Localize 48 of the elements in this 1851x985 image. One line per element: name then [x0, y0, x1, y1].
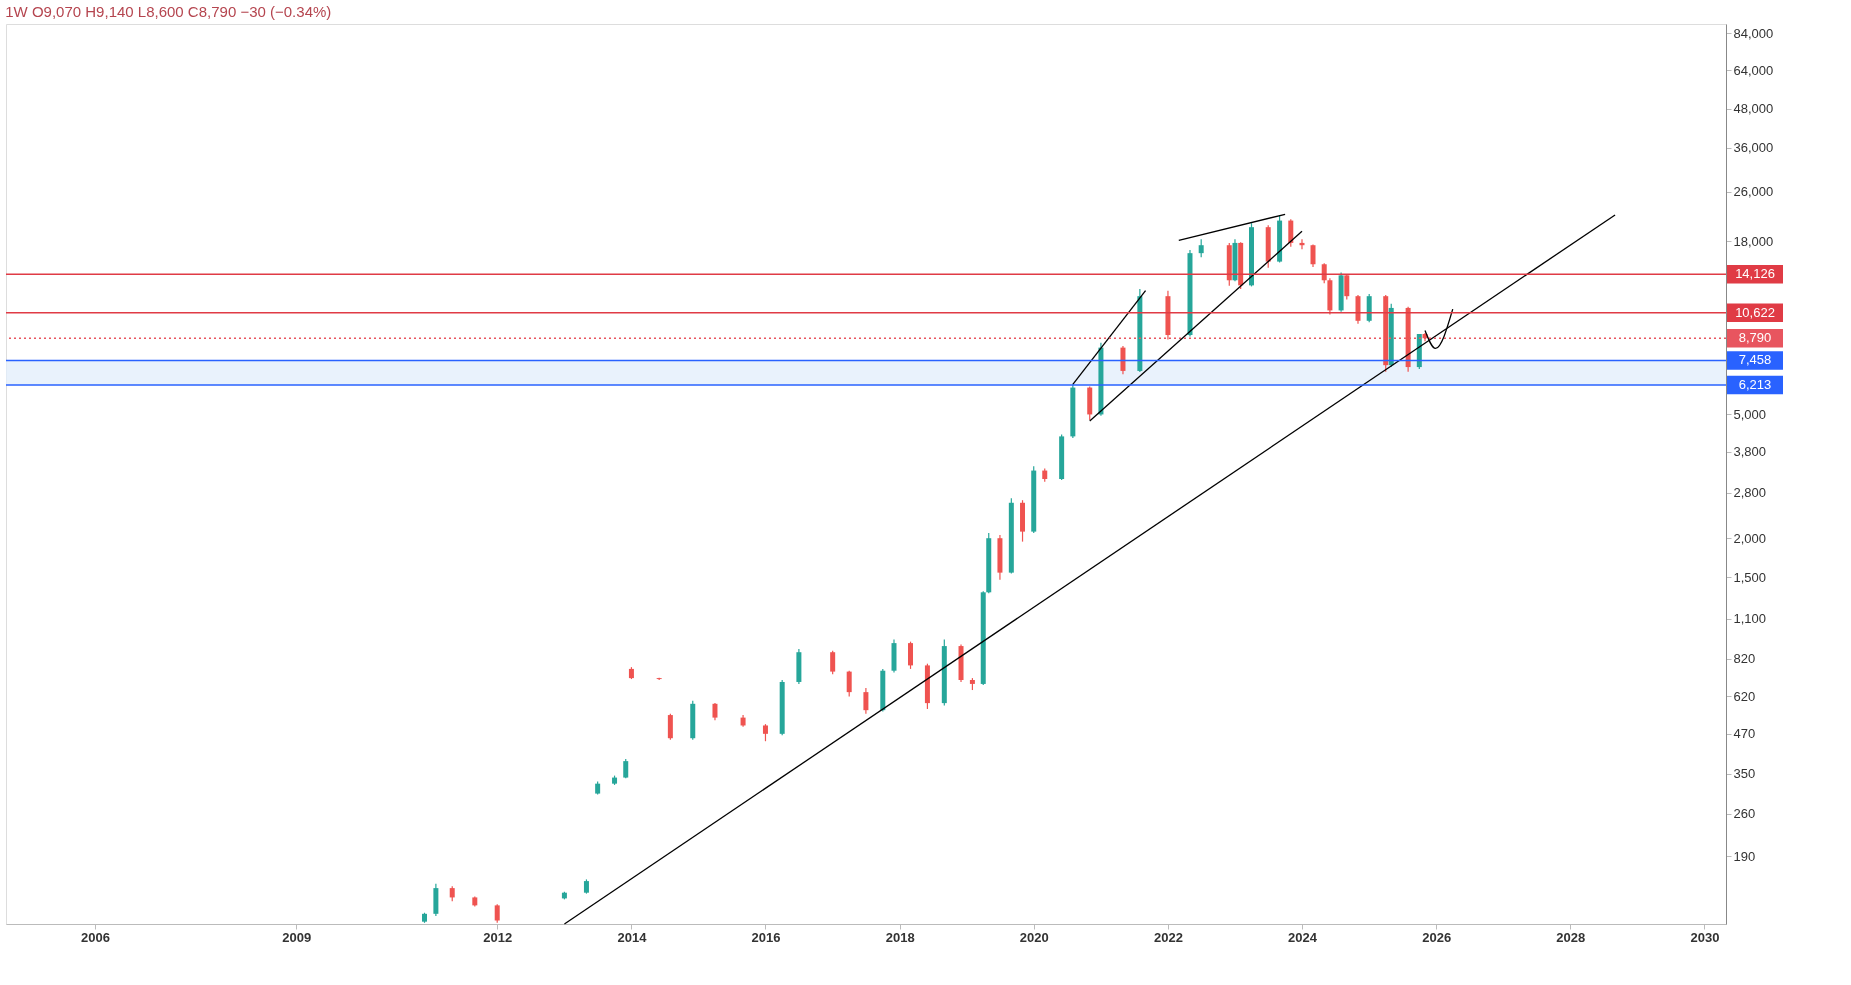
candlestick [1198, 238, 1204, 258]
x-tick-label: 2006 [80, 929, 110, 945]
y-tick-label: 1,100 [1733, 611, 1767, 627]
ref-line-label: 7,458 [1738, 352, 1772, 368]
candlestick [908, 641, 914, 670]
candlestick [846, 670, 852, 698]
ref-line-label: 14,126 [1735, 266, 1775, 282]
x-tick-label: 2024 [1288, 929, 1318, 945]
y-tick-label: 1,500 [1733, 569, 1767, 585]
x-tick-label: 2009 [282, 929, 312, 945]
candlestick [1288, 218, 1294, 248]
y-tick-label: 350 [1733, 766, 1756, 782]
x-tick-label: 2026 [1422, 929, 1452, 945]
ref-line-label: 10,622 [1735, 304, 1775, 320]
ref-line-label: 6,213 [1738, 377, 1772, 393]
y-tick-label: 2,000 [1733, 530, 1767, 546]
x-tick-label: 2016 [751, 929, 781, 945]
x-tick-label: 2018 [885, 929, 915, 945]
y-tick-label: 470 [1733, 726, 1756, 742]
candlestick [1120, 345, 1126, 375]
y-tick-label: 620 [1733, 688, 1756, 704]
y-tick-label: 190 [1733, 848, 1756, 864]
candlestick [863, 687, 869, 715]
y-tick-label: 48,000 [1733, 101, 1774, 117]
x-tick-label: 2028 [1556, 929, 1586, 945]
y-tick-label: 36,000 [1733, 140, 1774, 156]
candlestick [1310, 243, 1316, 268]
y-tick-label: 2,800 [1733, 485, 1767, 501]
candlestick [1344, 273, 1350, 301]
candlestick [494, 903, 500, 924]
x-tick-label: 2020 [1019, 929, 1049, 945]
chart-title: 1W O9,070 H9,140 L8,600 C8,790 −30 (−0.34%) [5, 3, 332, 20]
y-tick-label: 26,000 [1733, 184, 1774, 200]
y-tick-label: 260 [1733, 806, 1756, 822]
candlestick [1299, 238, 1305, 250]
candlestick [667, 713, 673, 741]
y-tick-label: 820 [1733, 651, 1756, 667]
x-tick-label: 2030 [1690, 929, 1720, 945]
ref-line-label: 8,790 [1738, 330, 1772, 346]
y-tick-label: 18,000 [1733, 233, 1774, 249]
candlestick [830, 650, 836, 675]
y-tick-label: 3,800 [1733, 444, 1767, 460]
y-tick-label: 64,000 [1733, 62, 1774, 78]
x-tick-label: 2022 [1153, 929, 1183, 945]
y-tick-label: 5,000 [1733, 406, 1767, 422]
x-tick-label: 2014 [617, 929, 648, 945]
x-tick-label: 2012 [483, 929, 513, 945]
y-tick-label: 84,000 [1733, 25, 1774, 41]
